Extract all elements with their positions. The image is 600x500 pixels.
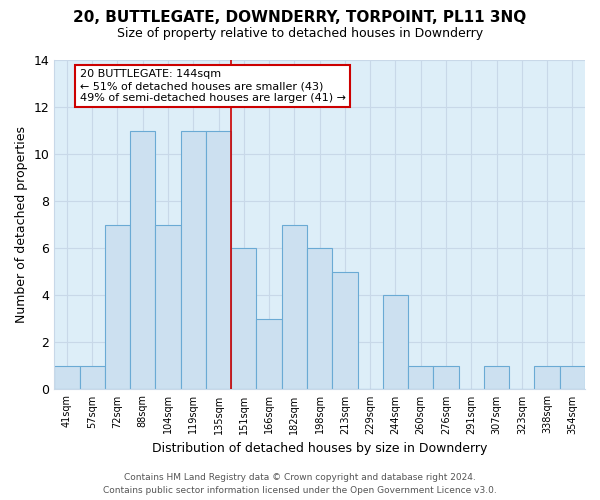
Bar xyxy=(206,130,231,390)
Text: 20 BUTTLEGATE: 144sqm
← 51% of detached houses are smaller (43)
49% of semi-deta: 20 BUTTLEGATE: 144sqm ← 51% of detached … xyxy=(80,70,346,102)
Bar xyxy=(433,366,458,390)
Bar xyxy=(383,296,408,390)
Bar xyxy=(256,319,282,390)
Bar xyxy=(332,272,358,390)
Text: 20, BUTTLEGATE, DOWNDERRY, TORPOINT, PL11 3NQ: 20, BUTTLEGATE, DOWNDERRY, TORPOINT, PL1… xyxy=(73,10,527,25)
Text: Size of property relative to detached houses in Downderry: Size of property relative to detached ho… xyxy=(117,28,483,40)
Bar xyxy=(181,130,206,390)
Bar xyxy=(105,224,130,390)
X-axis label: Distribution of detached houses by size in Downderry: Distribution of detached houses by size … xyxy=(152,442,487,455)
Bar xyxy=(484,366,509,390)
Bar xyxy=(535,366,560,390)
Bar xyxy=(80,366,105,390)
Bar xyxy=(307,248,332,390)
Bar xyxy=(155,224,181,390)
Text: Contains HM Land Registry data © Crown copyright and database right 2024.
Contai: Contains HM Land Registry data © Crown c… xyxy=(103,473,497,495)
Bar xyxy=(130,130,155,390)
Y-axis label: Number of detached properties: Number of detached properties xyxy=(15,126,28,323)
Bar xyxy=(408,366,433,390)
Bar xyxy=(231,248,256,390)
Bar xyxy=(54,366,80,390)
Bar xyxy=(282,224,307,390)
Bar xyxy=(560,366,585,390)
